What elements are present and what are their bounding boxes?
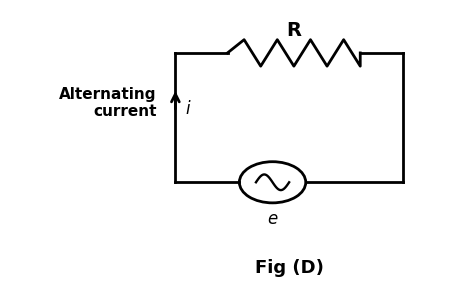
Text: e: e <box>267 210 278 228</box>
Text: Alternating
current: Alternating current <box>59 87 156 119</box>
Text: R: R <box>286 21 301 40</box>
Text: Fig (D): Fig (D) <box>255 258 324 277</box>
Text: i: i <box>186 100 191 118</box>
